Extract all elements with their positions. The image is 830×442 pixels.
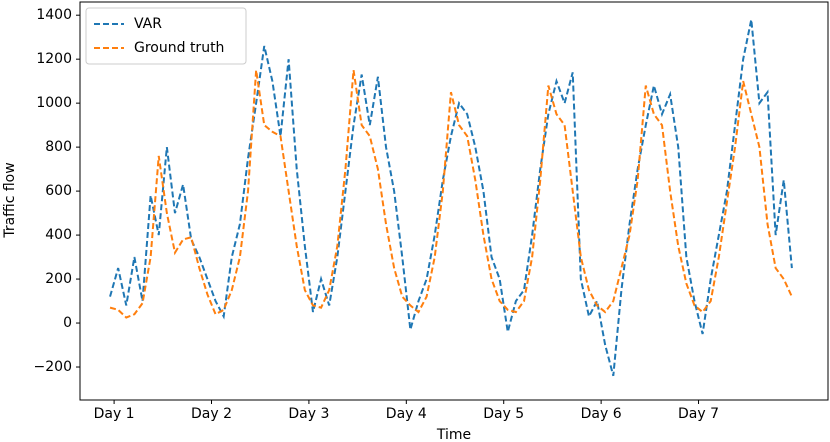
- y-tick-label: 600: [45, 183, 72, 199]
- legend-label: VAR: [134, 16, 162, 32]
- y-tick-label: 1000: [36, 95, 72, 111]
- y-tick-label: 1200: [36, 51, 72, 67]
- x-tick-label: Day 7: [678, 406, 719, 422]
- y-tick-label: 800: [45, 139, 72, 155]
- y-tick-label: 0: [63, 315, 72, 331]
- legend-label: Ground truth: [134, 40, 224, 56]
- x-axis-label: Time: [436, 427, 471, 442]
- series-line: [109, 19, 793, 377]
- legend-box: [85, 7, 247, 65]
- y-tick-label: −200: [34, 359, 72, 375]
- y-tick-label: 1400: [36, 7, 72, 23]
- x-tick-label: Day 3: [288, 406, 329, 422]
- y-tick-label: 200: [45, 271, 72, 287]
- y-axis-label: Traffic flow: [2, 162, 18, 238]
- x-tick-label: Day 4: [386, 406, 427, 422]
- y-tick-label: 400: [45, 227, 72, 243]
- plot-frame: [79, 1, 829, 401]
- x-tick-label: Day 6: [581, 406, 622, 422]
- x-tick-label: Day 5: [483, 406, 524, 422]
- series-line: [109, 70, 793, 319]
- x-tick-label: Day 1: [94, 406, 135, 422]
- x-tick-label: Day 2: [191, 406, 232, 422]
